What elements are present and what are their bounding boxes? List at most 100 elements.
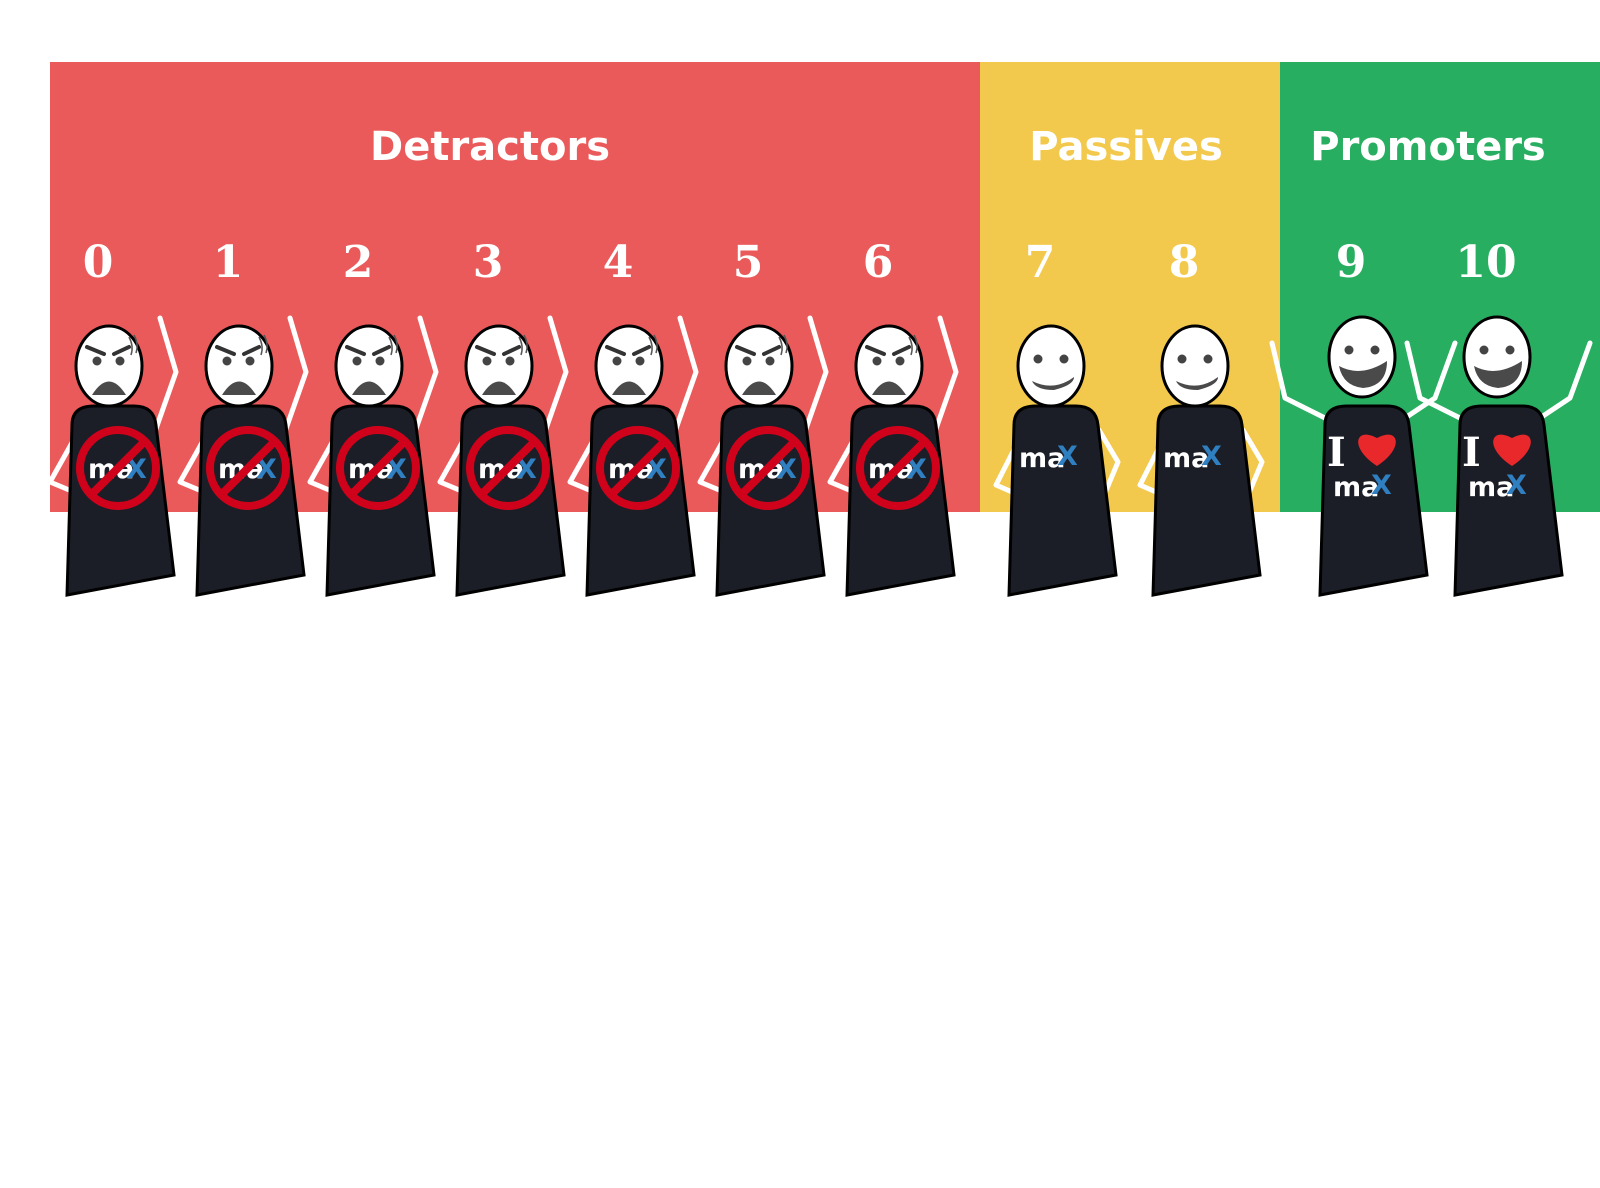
shirt-logo-x: X	[256, 454, 277, 485]
ban-slash	[738, 438, 798, 498]
head	[724, 324, 794, 408]
eye	[222, 356, 232, 366]
score-label: 6	[863, 237, 894, 288]
eye	[742, 356, 752, 366]
raised-arm	[669, 315, 699, 443]
eye	[1059, 354, 1069, 364]
body-silhouette	[195, 404, 306, 597]
section-label-passives: Passives	[1029, 124, 1223, 170]
figure-score-8: 8 maX	[1137, 237, 1265, 597]
body-silhouette	[1151, 404, 1262, 597]
steam-lines	[778, 334, 788, 356]
body-silhouette	[715, 404, 826, 597]
eye	[245, 356, 255, 366]
figure-score-0: 0maX	[47, 237, 179, 597]
eye	[1505, 345, 1515, 355]
head	[854, 324, 924, 408]
no-symbol-icon	[596, 426, 680, 510]
cheering-arm-right	[1537, 340, 1593, 421]
ban-slash	[88, 438, 148, 498]
angry-eyebrows	[345, 345, 391, 356]
heart-icon	[1493, 434, 1531, 466]
score-label: 4	[603, 237, 634, 288]
score-label: 0	[83, 237, 114, 288]
eye	[635, 356, 645, 366]
body-silhouette	[1453, 404, 1564, 597]
shirt-logo-x: X	[1371, 470, 1392, 501]
shirt-logo-text: ma	[1163, 443, 1209, 474]
no-symbol-icon	[726, 426, 810, 510]
eye	[505, 356, 515, 366]
head	[204, 324, 274, 408]
heart-icon	[1358, 434, 1396, 466]
no-symbol-icon	[206, 426, 290, 510]
i-love-text: I	[1462, 429, 1481, 476]
eye	[1479, 345, 1489, 355]
smile-mouth	[1339, 361, 1387, 388]
shirt-logo-x: X	[1201, 441, 1222, 472]
frown-mouth	[222, 381, 256, 395]
shirt-logo-x: X	[646, 454, 667, 485]
shirt-logo-x: X	[126, 454, 147, 485]
figure-score-2: 2maX	[307, 237, 439, 597]
score-label: 7	[1025, 237, 1056, 288]
score-label: 10	[1455, 237, 1516, 288]
ban-slash	[868, 438, 928, 498]
body-silhouette	[65, 404, 176, 597]
frown-mouth	[612, 381, 646, 395]
neutral-mouth	[1176, 377, 1218, 390]
head	[594, 324, 664, 408]
score-label: 8	[1169, 237, 1200, 288]
side-arm	[1096, 427, 1121, 503]
eye	[115, 356, 125, 366]
raised-arm	[149, 315, 179, 443]
eye	[1033, 354, 1043, 364]
angry-eyebrows	[865, 345, 911, 356]
neutral-mouth	[1032, 377, 1074, 390]
score-label: 3	[473, 237, 504, 288]
body-silhouette	[585, 404, 696, 597]
no-symbol-icon	[76, 426, 160, 510]
cheering-arm-right	[1402, 340, 1458, 421]
eye	[612, 356, 622, 366]
steam-lines	[128, 334, 138, 356]
eye	[352, 356, 362, 366]
section-label-promoters: Promoters	[1310, 124, 1545, 170]
eye	[375, 356, 385, 366]
steam-lines	[908, 334, 918, 356]
frown-mouth	[742, 381, 776, 395]
shirt-logo-text: ma	[1019, 443, 1065, 474]
cheering-arm-left	[1404, 340, 1463, 421]
raised-arm	[279, 315, 309, 443]
figures: 0maX1maX2maX3maX4maX5maX6maX7maX8maX9Ima…	[47, 237, 1593, 597]
figure-score-3: 3maX	[437, 237, 569, 597]
angry-eyebrows	[85, 345, 131, 356]
ban-slash	[608, 438, 668, 498]
steam-lines	[518, 334, 528, 356]
figure-score-1: 1maX	[177, 237, 309, 597]
cheering-arm-left	[1269, 340, 1328, 421]
head	[464, 324, 534, 408]
body-silhouette	[845, 404, 956, 597]
frown-mouth	[352, 381, 386, 395]
raised-arm	[409, 315, 439, 443]
body-silhouette	[1007, 404, 1118, 597]
figure-score-4: 4maX	[567, 237, 699, 597]
eye	[1177, 354, 1187, 364]
head	[334, 324, 404, 408]
frown-mouth	[482, 381, 516, 395]
raised-arm	[799, 315, 829, 443]
head	[74, 324, 144, 408]
head	[1160, 324, 1230, 408]
no-symbol-icon	[856, 426, 940, 510]
figure-score-6: 6maX	[827, 237, 959, 597]
frown-mouth	[872, 381, 906, 395]
angry-eyebrows	[605, 345, 651, 356]
steam-lines	[388, 334, 398, 356]
smile-mouth	[1474, 361, 1522, 388]
shirt-logo-x: X	[906, 454, 927, 485]
angry-eyebrows	[215, 345, 261, 356]
no-symbol-icon	[336, 426, 420, 510]
shirt-logo-x: X	[1506, 470, 1527, 501]
